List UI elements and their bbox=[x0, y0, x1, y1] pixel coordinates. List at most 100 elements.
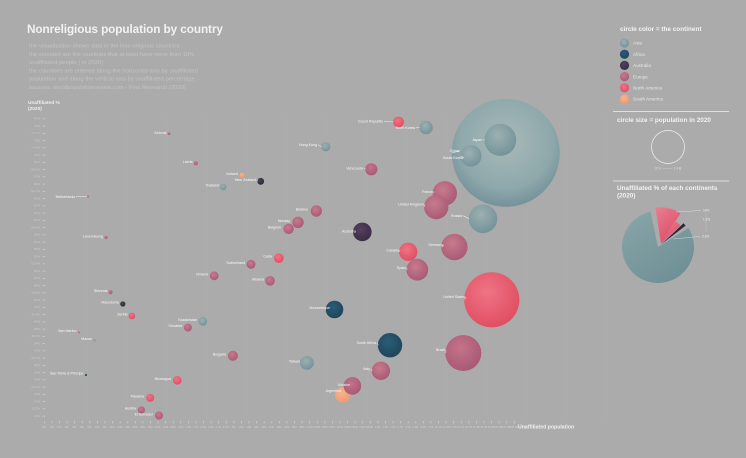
svg-text:10M: 10M bbox=[238, 425, 244, 429]
svg-text:52M: 52M bbox=[284, 425, 290, 429]
svg-text:255M: 255M bbox=[329, 425, 336, 429]
svg-text:Nicaragua: Nicaragua bbox=[155, 377, 171, 381]
svg-text:70%: 70% bbox=[34, 153, 40, 157]
svg-text:63.0B: 63.0B bbox=[488, 425, 495, 429]
svg-text:430M: 430M bbox=[344, 425, 351, 429]
svg-text:New Zealand: New Zealand bbox=[235, 178, 256, 182]
svg-text:73%: 73% bbox=[34, 138, 40, 142]
svg-text:Argentina: Argentina bbox=[326, 389, 341, 393]
svg-text:32%: 32% bbox=[34, 349, 40, 353]
svg-text:730M: 730M bbox=[359, 425, 366, 429]
svg-text:4.6B: 4.6B bbox=[413, 425, 419, 429]
svg-text:Australia: Australia bbox=[342, 230, 356, 234]
svg-text:Austria: Austria bbox=[125, 407, 136, 411]
svg-text:Latvia: Latvia bbox=[183, 160, 193, 164]
svg-text:1.2%: 1.2% bbox=[703, 218, 710, 222]
svg-text:the countries are ordered alon: the countries are ordered along the hori… bbox=[29, 68, 198, 74]
svg-text:Finland: Finland bbox=[196, 272, 208, 276]
svg-text:South America: South America bbox=[633, 97, 663, 102]
svg-text:1.2B: 1.2B bbox=[375, 425, 381, 429]
svg-text:24%: 24% bbox=[34, 378, 40, 382]
svg-text:Venezuela: Venezuela bbox=[346, 166, 363, 170]
svg-text:Macedonia: Macedonia bbox=[101, 301, 119, 305]
svg-text:(2020): (2020) bbox=[28, 106, 42, 112]
svg-text:3.5B: 3.5B bbox=[405, 425, 411, 429]
svg-text:France: France bbox=[422, 190, 433, 194]
svg-text:68M: 68M bbox=[292, 425, 298, 429]
svg-text:2.7B: 2.7B bbox=[397, 425, 403, 429]
svg-text:Switzerland: Switzerland bbox=[226, 261, 245, 265]
svg-text:50%: 50% bbox=[34, 276, 40, 280]
svg-text:sources: worldpopulationreview: sources: worldpopulationreview.com - Pew… bbox=[29, 85, 186, 91]
svg-text:14M: 14M bbox=[246, 425, 252, 429]
svg-text:Germany: Germany bbox=[428, 243, 443, 247]
svg-text:950k: 950k bbox=[170, 425, 176, 429]
svg-text:Russia: Russia bbox=[451, 214, 462, 218]
svg-text:circle color = the continent: circle color = the continent bbox=[620, 26, 702, 33]
svg-text:2.8M: 2.8M bbox=[200, 425, 207, 429]
svg-text:Netherlands: Netherlands bbox=[56, 195, 76, 199]
svg-text:population and along the verti: population and along the vertical axis b… bbox=[29, 77, 196, 83]
svg-text:1.6M: 1.6M bbox=[185, 425, 192, 429]
svg-text:30M: 30M bbox=[269, 425, 275, 429]
svg-text:18M: 18M bbox=[254, 425, 260, 429]
svg-text:2.1B: 2.1B bbox=[390, 425, 396, 429]
svg-text:61%: 61% bbox=[34, 211, 40, 215]
svg-text:12%: 12% bbox=[34, 414, 40, 418]
svg-text:66%: 66% bbox=[34, 182, 40, 186]
svg-text:56%: 56% bbox=[34, 247, 40, 251]
svg-text:63%: 63% bbox=[34, 196, 40, 200]
svg-text:Slovenia: Slovenia bbox=[94, 289, 108, 293]
svg-text:17k: 17k bbox=[57, 425, 62, 429]
svg-text:58%: 58% bbox=[34, 233, 40, 237]
svg-text:Ukraine: Ukraine bbox=[338, 383, 350, 387]
svg-text:14%: 14% bbox=[703, 209, 710, 213]
svg-text:23M: 23M bbox=[261, 425, 267, 429]
svg-text:46.8%: 46.8% bbox=[31, 291, 40, 295]
svg-text:circle size = population in 20: circle size = population in 2020 bbox=[617, 117, 711, 124]
svg-text:4.7M: 4.7M bbox=[215, 425, 222, 429]
svg-text:13k: 13k bbox=[49, 425, 54, 429]
svg-text:Africa: Africa bbox=[633, 52, 645, 57]
svg-text:Unaffiliated %: Unaffiliated % bbox=[28, 100, 60, 106]
svg-text:195M: 195M bbox=[321, 425, 328, 429]
svg-text:28%: 28% bbox=[34, 363, 40, 367]
svg-text:Norway: Norway bbox=[278, 219, 290, 223]
svg-text:145k: 145k bbox=[117, 425, 123, 429]
svg-text:Cuba: Cuba bbox=[263, 255, 272, 259]
svg-text:2.1M: 2.1M bbox=[193, 425, 200, 429]
svg-text:41.9%: 41.9% bbox=[31, 312, 40, 316]
svg-text:Slovakia: Slovakia bbox=[168, 324, 182, 328]
svg-text:Asia: Asia bbox=[633, 41, 642, 46]
svg-text:43%: 43% bbox=[34, 305, 40, 309]
svg-text:67%: 67% bbox=[34, 175, 40, 179]
svg-text:14.3%: 14.3% bbox=[31, 407, 40, 411]
svg-text:69%: 69% bbox=[34, 160, 40, 164]
svg-text:55%: 55% bbox=[34, 254, 40, 258]
svg-text:Italy: Italy bbox=[363, 367, 370, 371]
svg-text:Serbia: Serbia bbox=[117, 313, 127, 317]
svg-text:37.3B: 37.3B bbox=[473, 425, 480, 429]
svg-text:North America: North America bbox=[633, 86, 663, 91]
svg-text:Taiwan: Taiwan bbox=[289, 360, 300, 364]
svg-text:38k: 38k bbox=[80, 425, 85, 429]
svg-text:Macau: Macau bbox=[81, 337, 92, 341]
svg-text:50k: 50k bbox=[87, 425, 92, 429]
svg-text:Belarus: Belarus bbox=[296, 208, 308, 212]
svg-text:Unaffiliated % of each contine: Unaffiliated % of each continents bbox=[617, 185, 718, 192]
svg-text:1.2M: 1.2M bbox=[177, 425, 184, 429]
svg-text:62%: 62% bbox=[34, 204, 40, 208]
svg-text:Nonreligious population by cou: Nonreligious population by country bbox=[27, 22, 223, 36]
svg-text:Panama: Panama bbox=[131, 394, 144, 398]
svg-text:250k: 250k bbox=[132, 425, 138, 429]
svg-text:Europe: Europe bbox=[633, 74, 648, 79]
svg-text:5.9B: 5.9B bbox=[420, 425, 426, 429]
svg-text:Iceland: Iceland bbox=[226, 172, 238, 176]
svg-text:560k: 560k bbox=[155, 425, 161, 429]
svg-text:the visualization shows data i: the visualization shows data in the less… bbox=[29, 44, 180, 50]
svg-text:560M: 560M bbox=[351, 425, 358, 429]
svg-text:60%: 60% bbox=[34, 218, 40, 222]
svg-text:Thailand: Thailand bbox=[205, 184, 219, 188]
svg-text:71.9%: 71.9% bbox=[31, 146, 40, 150]
svg-text:190k: 190k bbox=[124, 425, 130, 429]
